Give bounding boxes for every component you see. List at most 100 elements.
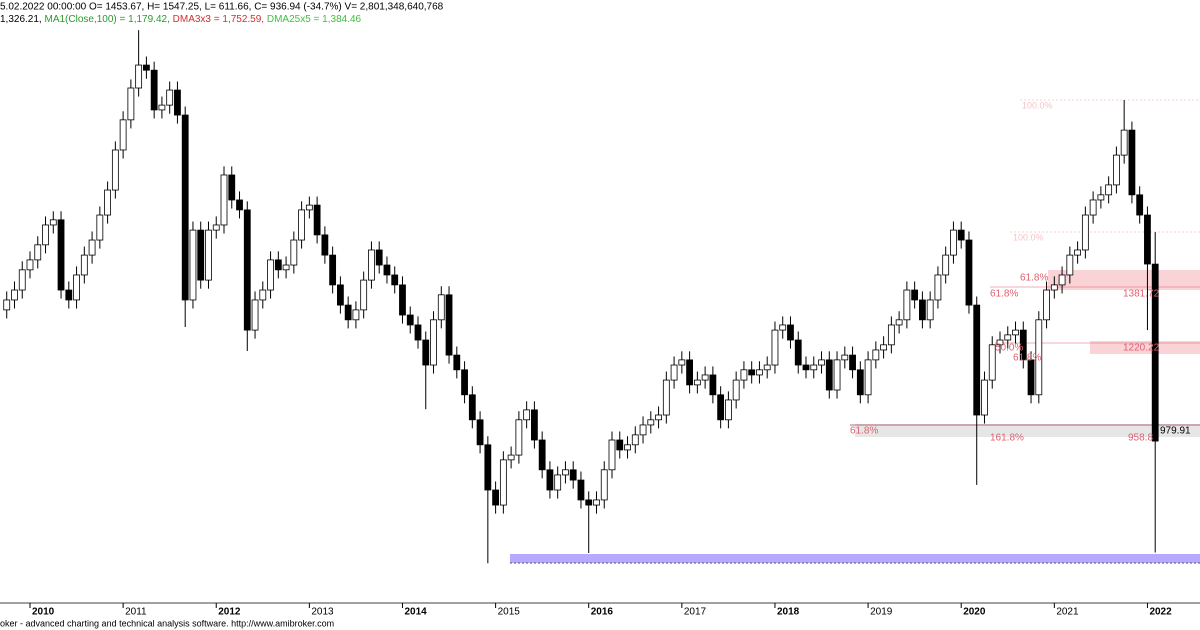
candle-body — [1151, 263, 1159, 442]
candle-body — [158, 104, 166, 111]
candle-body — [205, 229, 212, 281]
fib-zone — [1048, 270, 1200, 290]
x-tick-label: 2015 — [498, 607, 521, 618]
fib-label: 100.0% — [1013, 232, 1044, 242]
candle-body — [73, 274, 80, 301]
candle-body — [236, 199, 243, 211]
candle-body — [639, 424, 647, 436]
candle-body — [717, 394, 725, 421]
header-item: DMA25x5 = 1,384.46 — [267, 14, 362, 25]
candle-body — [1035, 319, 1043, 396]
candle-body — [34, 244, 42, 261]
x-tick-label: 2021 — [1056, 607, 1079, 618]
candle-body — [934, 274, 942, 301]
candle-body — [26, 259, 34, 271]
candle-body — [445, 294, 453, 356]
candle-body — [259, 289, 267, 301]
candle-body — [1105, 184, 1113, 196]
candle-body — [80, 254, 88, 276]
candle-body — [135, 64, 143, 89]
fib-label: 61.8% — [850, 426, 878, 437]
candle-body — [1019, 329, 1027, 361]
candle-body — [693, 379, 701, 386]
candle-body — [1050, 284, 1058, 291]
candle-body — [973, 304, 981, 416]
candle-body — [468, 394, 476, 421]
candle-body — [49, 219, 57, 226]
candle-body — [1136, 194, 1144, 216]
candle-body — [391, 274, 399, 286]
fib-label: 161.8% — [990, 433, 1024, 444]
candle-body — [305, 204, 313, 211]
candle-body — [111, 149, 119, 191]
candle-body — [298, 209, 306, 241]
candle-body — [174, 89, 181, 116]
candle-body — [150, 69, 158, 111]
footer: oker - advanced charting and technical a… — [0, 618, 334, 628]
candle-body — [701, 374, 709, 381]
candle-body — [732, 379, 740, 401]
candle-body — [810, 364, 818, 371]
x-tick-label: 2020 — [963, 607, 986, 618]
candle-body — [880, 344, 887, 351]
candle-body — [919, 299, 926, 321]
candle-body — [212, 224, 220, 231]
candle-body — [771, 329, 779, 366]
candle-body — [127, 87, 135, 121]
candle-body — [1128, 129, 1136, 196]
candle-body — [414, 324, 422, 341]
candle-body — [1113, 154, 1120, 186]
header-item: MA1(Close,100) = 1,179.42, — [45, 14, 170, 25]
candle-body — [1097, 194, 1105, 201]
fib-label: 979.91 — [1160, 426, 1191, 437]
candle-body — [756, 369, 763, 376]
candle-body — [406, 314, 414, 326]
candle-body — [1144, 214, 1151, 265]
candle-body — [104, 189, 111, 216]
fib-label: 61.8% — [990, 289, 1018, 300]
candle-body — [655, 414, 662, 421]
candle-body — [3, 299, 11, 311]
candle-body — [399, 284, 406, 316]
candle-body — [383, 264, 391, 276]
candle-body — [787, 324, 794, 341]
x-tick-label: 2014 — [404, 607, 427, 618]
header-item: 1,326.21, — [0, 14, 42, 25]
candle-body — [243, 209, 251, 331]
candle-body — [887, 324, 895, 346]
candle-body — [88, 239, 96, 256]
candle-body — [430, 319, 437, 366]
plot — [3, 30, 1159, 564]
candle-body — [608, 439, 616, 471]
candle-body — [538, 439, 546, 471]
candle-body — [895, 319, 903, 326]
candle-body — [585, 499, 593, 506]
fib-zone — [855, 424, 1200, 437]
fib-zone — [1090, 341, 1200, 354]
candle-body — [422, 339, 430, 366]
candle-body — [554, 474, 562, 491]
candle-body — [593, 499, 600, 506]
candle-body — [1012, 329, 1019, 336]
candle-body — [375, 249, 383, 266]
x-tick-label: 2022 — [1149, 607, 1172, 618]
candle-body — [802, 364, 810, 371]
candle-body — [1004, 334, 1012, 341]
candle-body — [779, 324, 787, 331]
candle-body — [329, 254, 337, 286]
candle-body — [344, 304, 352, 321]
candle-body — [197, 229, 205, 281]
candle-body — [1081, 214, 1089, 251]
candle-body — [119, 119, 127, 151]
header-line: 1,326.21, MA1(Close,100) = 1,179.42, DMA… — [0, 14, 362, 25]
fib-label: 50.0% — [995, 343, 1023, 354]
candle-body — [546, 469, 554, 491]
candle-body — [42, 224, 49, 246]
candle-body — [942, 254, 950, 276]
candle-body — [833, 359, 841, 391]
candle-body — [988, 344, 996, 381]
candle-body — [274, 259, 282, 271]
annotations: 100.0% 100.0% 61.8% 61.8% 1381.72 50.0% … — [850, 100, 1191, 443]
candle-body — [1066, 254, 1074, 276]
candle-body — [228, 174, 236, 201]
